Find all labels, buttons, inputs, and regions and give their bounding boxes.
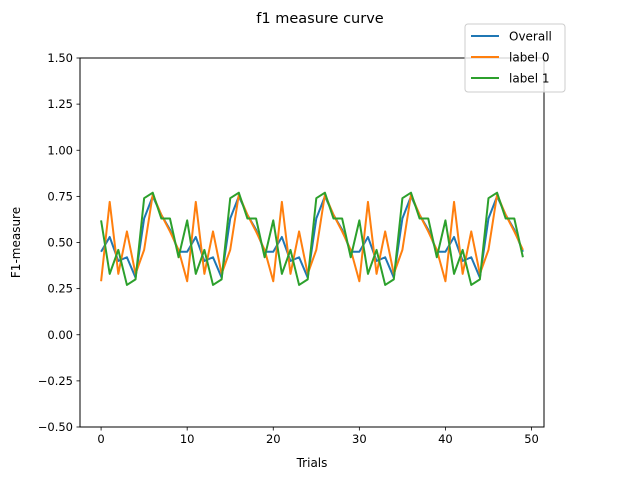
y-tick-label: −0.25 — [38, 374, 73, 388]
y-tick-label: 0.75 — [47, 189, 73, 203]
x-tick-label: 20 — [266, 432, 281, 446]
x-tick-label: 30 — [352, 432, 367, 446]
plot-area — [100, 191, 524, 286]
y-tick-label: −0.50 — [38, 420, 73, 434]
x-tick-label: 40 — [438, 432, 453, 446]
legend: Overall label 0 label 1 — [464, 23, 566, 93]
legend-label-label-0: label 0 — [509, 51, 549, 65]
legend-box — [464, 23, 566, 93]
y-tick-label: 0.50 — [47, 236, 73, 250]
series-line-label-1 — [100, 191, 524, 286]
y-axis: −0.50 −0.25 0.00 0.25 0.50 0.75 1.00 1.25 1.50 — [38, 51, 80, 434]
legend-label-overall: Overall — [509, 30, 552, 44]
chart-title: f1 measure curve — [256, 11, 383, 27]
y-tick-label: 1.50 — [47, 51, 73, 65]
y-tick-label: 1.25 — [47, 97, 73, 111]
x-tick-label: 50 — [524, 432, 539, 446]
y-tick-label: 0.00 — [47, 328, 73, 342]
series-line-label-0 — [100, 193, 524, 283]
y-tick-label: 0.25 — [47, 282, 73, 296]
legend-label-label-1: label 1 — [509, 72, 549, 86]
x-axis-label: Trials — [296, 456, 328, 470]
y-tick-label: 1.00 — [47, 143, 73, 157]
x-axis: 0 10 20 30 40 50 — [97, 427, 539, 446]
x-tick-label: 10 — [180, 432, 195, 446]
x-tick-label: 0 — [97, 432, 104, 446]
y-axis-label: F1-measure — [9, 207, 23, 278]
